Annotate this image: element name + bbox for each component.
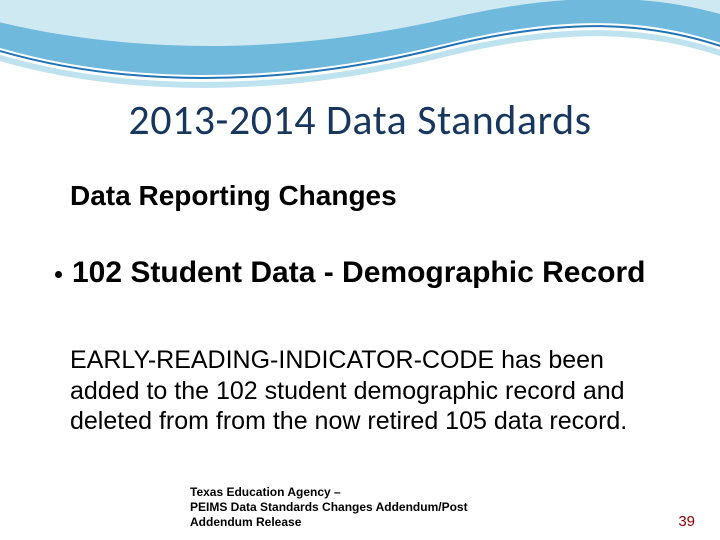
wave-fill-highlight [0, 0, 720, 46]
bullet-dot-icon [55, 271, 62, 278]
wave-fill-lower [0, 0, 720, 75]
wave-outer [0, 0, 720, 85]
page-number: 39 [678, 513, 695, 530]
footer-citation: Texas Education Agency – PEIMS Data Stan… [190, 485, 530, 530]
wave-outline [0, 26, 720, 78]
body-paragraph: EARLY-READING-INDICATOR-CODE has been ad… [70, 345, 670, 437]
page-title: 2013-2014 Data Standards [0, 95, 720, 146]
bullet-heading: 102 Student Data - Demographic Record [72, 255, 645, 291]
section-subtitle: Data Reporting Changes [70, 180, 397, 212]
bullet-item: 102 Student Data - Demographic Record [55, 255, 665, 291]
